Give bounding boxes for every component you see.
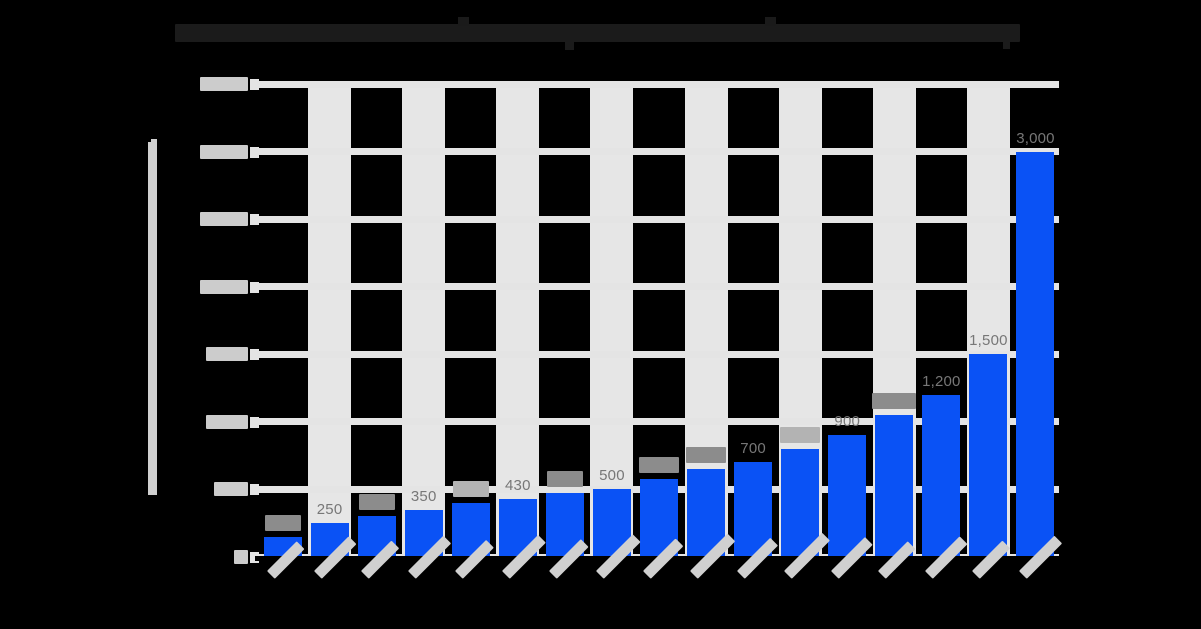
y-axis-title (148, 142, 157, 495)
bar[interactable] (1016, 151, 1055, 557)
y-axis-tick-label (206, 347, 248, 362)
bar[interactable] (922, 394, 961, 557)
plot-area (255, 80, 1063, 561)
y-axis-tick-label (214, 482, 248, 497)
chart-title (175, 24, 1020, 42)
y-axis-tick-mark (250, 79, 259, 90)
bar-value-label: 3,000 (1016, 129, 1055, 147)
column-band (402, 84, 446, 557)
bar-value-label: 1,500 (969, 332, 1008, 350)
y-axis-tick-label (200, 212, 248, 227)
y-axis-tick-label (200, 279, 248, 294)
gridline (259, 80, 1059, 88)
bar-value-label: 350 (410, 487, 437, 505)
gridline (259, 418, 1059, 426)
y-axis-tick-label (206, 414, 248, 429)
bar-value-label-redacted (358, 494, 395, 511)
bar-value-label: 900 (834, 413, 861, 431)
y-axis-tick-mark (250, 484, 259, 496)
chart-title-mark-right (765, 17, 776, 26)
bar-value-label-redacted (639, 456, 679, 473)
y-axis-tick-mark (250, 552, 259, 563)
chart-title-descender-right (1003, 41, 1010, 49)
chart-title-descender-left (565, 41, 574, 50)
bar-value-label: 700 (740, 440, 766, 458)
bar[interactable] (781, 448, 820, 557)
gridline (259, 283, 1059, 291)
bar-value-label: 1,200 (922, 372, 961, 390)
bar-value-label-redacted (452, 480, 489, 497)
y-axis-tick-mark (250, 349, 259, 361)
y-axis-tick-mark (250, 214, 259, 226)
bar-value-label-redacted (546, 471, 583, 488)
y-axis-tick-label (234, 550, 248, 564)
y-axis-tick-mark (250, 281, 259, 293)
gridline (259, 148, 1059, 156)
y-axis-tick-mark (250, 146, 259, 158)
column-band (590, 84, 634, 557)
bar-value-label-redacted (686, 447, 727, 464)
bar-value-label-redacted (872, 393, 917, 410)
column-band (496, 84, 540, 557)
bar-value-label-redacted (780, 426, 821, 443)
y-axis-title-cap (151, 139, 157, 145)
bar-value-label-redacted (264, 514, 301, 531)
bar-value-label: 250 (316, 501, 343, 519)
bar[interactable] (828, 435, 867, 557)
y-axis-tick-mark (250, 416, 259, 428)
bar[interactable] (969, 354, 1008, 557)
gridline (259, 350, 1059, 358)
column-band (308, 84, 352, 557)
bar-value-label: 500 (599, 467, 625, 485)
bar[interactable] (875, 415, 914, 557)
y-axis-tick-label (200, 144, 248, 159)
bar-value-label: 430 (504, 476, 531, 494)
gridline (259, 215, 1059, 223)
chart-title-mark-left (458, 17, 469, 26)
y-axis-tick-label (200, 77, 248, 91)
